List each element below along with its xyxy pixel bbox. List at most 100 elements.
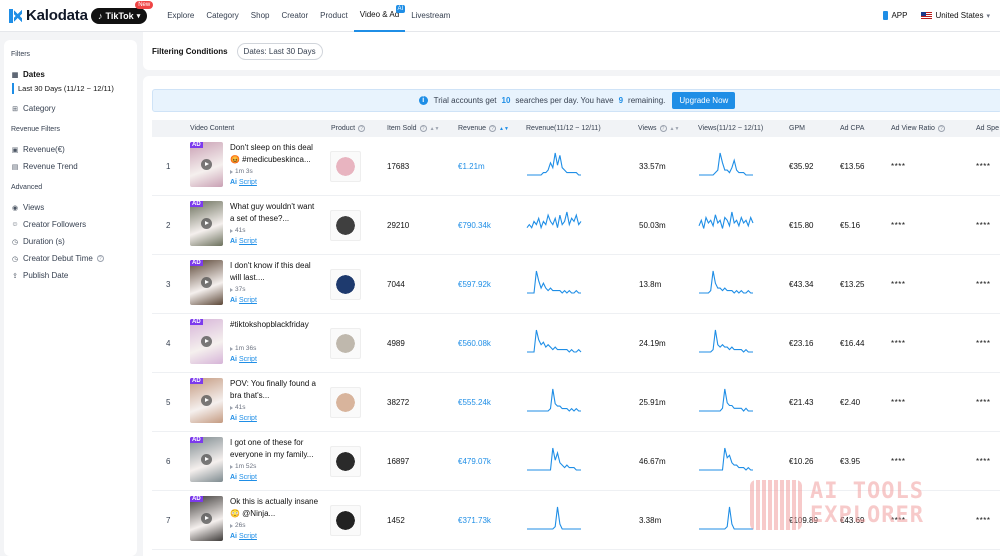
video-title[interactable]: POV: You finally found a bra that's...	[230, 379, 316, 400]
col-ad-spend[interactable]: Ad Spe	[976, 120, 999, 137]
col-item-sold[interactable]: Item Sold? ▲▼	[387, 120, 439, 137]
nav-item-category[interactable]: Category	[200, 0, 244, 32]
product-image[interactable]	[330, 446, 361, 477]
ad-view-ratio-value: ****	[891, 221, 906, 230]
table-row[interactable]: 7 AD Ok this is actually insane 😳 @Ninja…	[152, 491, 1000, 550]
script-label: Script	[239, 297, 257, 304]
product-image[interactable]	[330, 505, 361, 536]
nav-item-video-ad[interactable]: Video & Ad AI	[353, 0, 406, 32]
col-revenue[interactable]: Revenue? ▲▼	[458, 120, 509, 137]
app-download-link[interactable]: APP	[883, 11, 907, 20]
ad-badge: AD	[190, 496, 203, 502]
table-row[interactable]: 3 AD I don't know if this deal will last…	[152, 255, 1000, 314]
table-row[interactable]: 1 AD Don't sleep on this deal 😡 #medicub…	[152, 137, 1000, 196]
video-title[interactable]: Don't sleep on this deal 😡 #medicubeskin…	[230, 143, 313, 164]
platform-selector[interactable]: ♪ TikTok ▾ New	[91, 0, 154, 24]
video-thumbnail[interactable]: AD	[190, 319, 223, 364]
info-icon[interactable]: ?	[419, 125, 427, 132]
video-thumbnail[interactable]: AD	[190, 378, 223, 423]
upgrade-now-button[interactable]: Upgrade Now	[672, 92, 736, 109]
col-gpm[interactable]: GPM	[789, 120, 805, 137]
sort-icon[interactable]: ▲▼	[429, 125, 440, 132]
play-icon[interactable]	[201, 218, 212, 229]
sidebar-item-revenue-trend[interactable]: ▤ Revenue Trend	[11, 158, 137, 175]
video-title[interactable]: Ok this is actually insane 😳 @Ninja...	[230, 497, 319, 518]
nav-label: Creator	[281, 11, 309, 20]
sidebar-item-duration[interactable]: ◷ Duration (s)	[11, 233, 137, 250]
sort-desc-icon[interactable]: ▲▼	[499, 125, 509, 132]
revenue-value[interactable]: €790.34k	[458, 221, 491, 230]
ad-cpa-value: €16.44	[840, 339, 865, 348]
video-thumbnail[interactable]: AD	[190, 142, 223, 187]
play-icon[interactable]	[201, 454, 212, 465]
nav-item-shop[interactable]: Shop	[245, 0, 276, 32]
script-link[interactable]: Ai Script	[230, 415, 257, 422]
info-icon[interactable]: ?	[937, 125, 945, 132]
info-icon[interactable]: ?	[489, 125, 497, 132]
script-link[interactable]: Ai Script	[230, 238, 257, 245]
script-link[interactable]: Ai Script	[230, 356, 257, 363]
sidebar-item-creator-debut-time[interactable]: ◷ Creator Debut Time ?	[11, 250, 137, 267]
item-sold: 17683	[387, 162, 410, 171]
product-image[interactable]	[330, 210, 361, 241]
video-thumbnail[interactable]: AD	[190, 437, 223, 482]
ai-tools-explorer-watermark: AI TOOLS EXPLORER	[750, 478, 1000, 538]
video-thumbnail[interactable]: AD	[190, 496, 223, 541]
brand-logo[interactable]: Kalodata	[9, 7, 91, 24]
date-filter-chip[interactable]: Dates: Last 30 Days	[236, 42, 323, 60]
col-product[interactable]: Product?	[331, 120, 366, 137]
script-link[interactable]: Ai Script	[230, 474, 257, 481]
dates-value[interactable]: Last 30 Days (11/12 ~ 12/11)	[12, 83, 137, 94]
video-title[interactable]: What guy wouldn't want a set of these?..…	[230, 202, 315, 223]
script-label: Script	[239, 533, 257, 540]
script-link[interactable]: Ai Script	[230, 533, 257, 540]
script-link[interactable]: Ai Script	[230, 297, 257, 304]
play-icon[interactable]	[201, 513, 212, 524]
product-image[interactable]	[330, 328, 361, 359]
video-title[interactable]: I don't know if this deal will last....	[230, 261, 311, 282]
nav-item-creator[interactable]: Creator	[275, 0, 314, 32]
revenue-trend-sparkline	[527, 506, 581, 530]
sidebar-item-creator-followers[interactable]: ☺ Creator Followers	[11, 216, 137, 233]
money-icon: ▣	[11, 146, 19, 154]
revenue-value[interactable]: €1.21m	[458, 162, 485, 171]
kalodata-logo-icon	[9, 8, 23, 23]
revenue-value[interactable]: €555.24k	[458, 398, 491, 407]
video-title[interactable]: #tiktokshopblackfriday	[230, 320, 309, 329]
play-icon[interactable]	[201, 395, 212, 406]
sidebar-item-category[interactable]: ⊞ Category	[11, 100, 137, 117]
sort-icon[interactable]: ▲▼	[669, 125, 680, 132]
revenue-value[interactable]: €560.08k	[458, 339, 491, 348]
sidebar-item-publish-date[interactable]: ⇪ Publish Date	[11, 267, 137, 284]
table-row[interactable]: 2 AD What guy wouldn't want a set of the…	[152, 196, 1000, 255]
sidebar-item-views[interactable]: ◉ Views	[11, 199, 137, 216]
video-thumbnail[interactable]: AD	[190, 260, 223, 305]
play-icon[interactable]	[201, 336, 212, 347]
col-ad-cpa[interactable]: Ad CPA	[840, 120, 864, 137]
info-icon[interactable]: ?	[96, 255, 104, 262]
revenue-value[interactable]: €597.92k	[458, 280, 491, 289]
script-link[interactable]: Ai Script	[230, 179, 257, 186]
product-image[interactable]	[330, 269, 361, 300]
table-row[interactable]: 4 AD #tiktokshopblackfriday 1m 36s Ai Scr…	[152, 314, 1000, 373]
video-title[interactable]: I got one of these for everyone in my fa…	[230, 438, 314, 459]
product-image[interactable]	[330, 151, 361, 182]
play-icon[interactable]	[201, 277, 212, 288]
col-ad-view-ratio[interactable]: Ad View Ratio?	[891, 120, 945, 137]
nav-item-product[interactable]: Product	[314, 0, 354, 32]
nav-item-livestream[interactable]: Livestream	[405, 0, 456, 32]
play-icon[interactable]	[201, 159, 212, 170]
sidebar-item-dates[interactable]: ▦ Dates	[11, 66, 137, 83]
col-views[interactable]: Views? ▲▼	[638, 120, 679, 137]
table-row[interactable]: 6 AD I got one of these for everyone in …	[152, 432, 1000, 491]
country-selector[interactable]: United States ▾	[921, 11, 990, 20]
product-image[interactable]	[330, 387, 361, 418]
sidebar-item-revenue[interactable]: ▣ Revenue(€)	[11, 141, 137, 158]
revenue-value[interactable]: €371.73k	[458, 516, 491, 525]
table-row[interactable]: 5 AD POV: You finally found a bra that's…	[152, 373, 1000, 432]
info-icon[interactable]: ?	[358, 125, 366, 132]
nav-item-explore[interactable]: Explore	[161, 0, 200, 32]
info-icon[interactable]: ?	[659, 125, 667, 132]
revenue-value[interactable]: €479.07k	[458, 457, 491, 466]
video-thumbnail[interactable]: AD	[190, 201, 223, 246]
